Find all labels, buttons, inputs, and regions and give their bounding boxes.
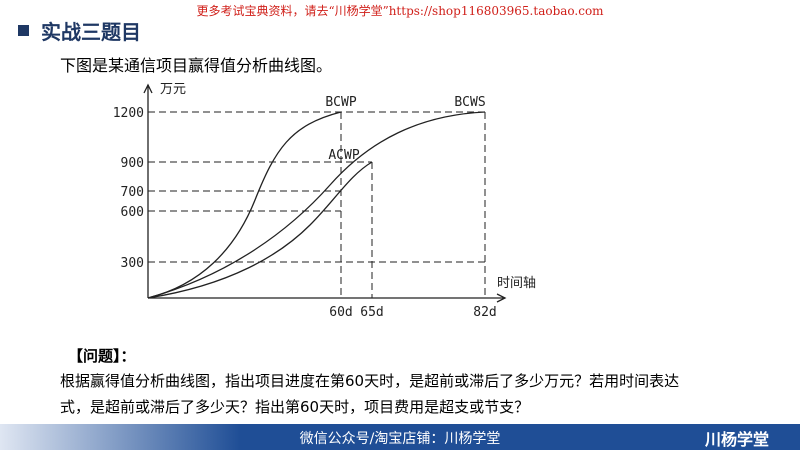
banner: 更多考试宝典资料，请去“川杨学堂”https://shop116803965.t…	[196, 4, 604, 18]
x-arrow	[496, 293, 507, 303]
x-tick-label: 65d	[360, 305, 383, 320]
curve-label: ACWP	[328, 148, 359, 163]
y-tick-label: 600	[121, 205, 144, 220]
y-tick-label: 300	[121, 256, 144, 271]
y-tick-label: 1200	[113, 106, 144, 121]
x-axis-label: 时间轴	[497, 276, 536, 291]
question-heading: 【问题】：	[68, 347, 136, 365]
footer-bar	[0, 424, 800, 450]
bcwp-curve	[147, 111, 342, 299]
curve-label: BCWS	[454, 95, 485, 110]
footer-logo: 川杨学堂	[705, 430, 770, 449]
y-tick-label: 700	[121, 185, 144, 200]
y-arrow	[143, 83, 153, 94]
question-line: 式，是超前或滞后了多少天？指出第60天时，项目费用是超支或节支？	[60, 398, 530, 416]
acwp-curve	[147, 161, 373, 299]
curve-label: BCWP	[325, 95, 356, 110]
y-tick-label: 900	[121, 156, 144, 171]
footer-text: 微信公众号/淘宝店铺：川杨学堂	[299, 431, 501, 447]
question-line: 根据赢得值分析曲线图，指出项目进度在第60天时，是超前或滞后了多少万元？若用时间…	[60, 372, 680, 390]
slide-title: 实战三题目	[18, 16, 141, 45]
intro: 下图是某通信项目赢得值分析曲线图。	[60, 56, 333, 75]
bcws-curve	[147, 111, 486, 299]
y-axis-label: 万元	[160, 82, 186, 97]
x-tick-label: 82d	[473, 305, 496, 320]
title-text: 实战三题目	[41, 20, 141, 44]
x-tick-label: 60d	[329, 305, 352, 320]
